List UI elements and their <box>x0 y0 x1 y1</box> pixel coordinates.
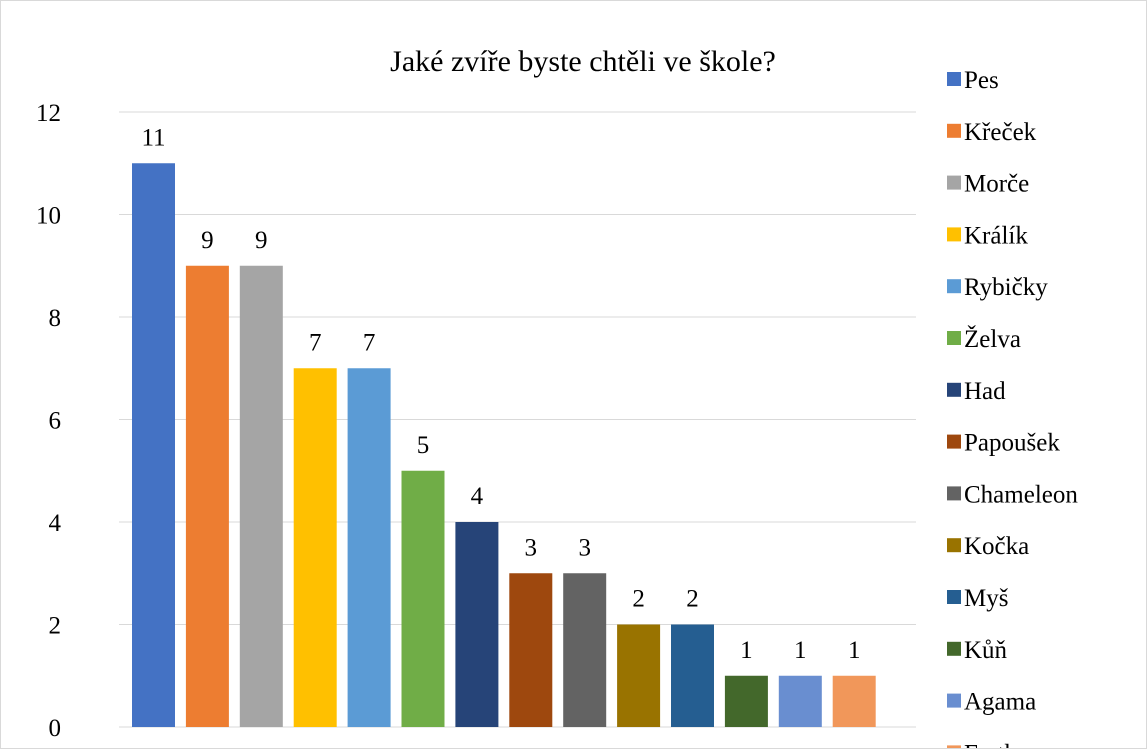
legend-swatch <box>947 538 961 553</box>
data-label: 3 <box>578 534 591 561</box>
legend-swatch <box>947 175 961 190</box>
bar <box>185 265 229 727</box>
y-tick-label: 0 <box>49 715 62 742</box>
legend-label: Králík <box>964 222 1028 249</box>
y-axis-ticks: 0 2 4 6 8 10 12 <box>36 100 62 742</box>
y-tick-label: 8 <box>49 305 62 332</box>
data-label: 5 <box>417 432 430 459</box>
legend-swatch <box>947 693 961 708</box>
bar <box>347 368 391 727</box>
legend-label: Morče <box>964 171 1029 198</box>
bar <box>132 163 175 727</box>
legend-item: Agama <box>947 689 1036 716</box>
legend-item: Želva <box>947 325 1021 353</box>
y-tick-label: 6 <box>49 408 62 435</box>
bar <box>401 470 445 727</box>
legend-swatch <box>947 331 961 345</box>
legend-label: Myš <box>964 585 1009 612</box>
legend-swatch <box>947 279 961 294</box>
legend-item: Pes <box>947 67 999 94</box>
legend-label: Chameleon <box>964 481 1078 508</box>
legend-item: Kočka <box>947 533 1029 560</box>
legend-item: Kůň <box>947 637 1008 664</box>
data-label: 1 <box>740 637 753 664</box>
bar <box>671 624 714 727</box>
legend-label: Křeček <box>964 119 1037 146</box>
bar <box>293 368 337 727</box>
legend-swatch <box>947 382 961 397</box>
data-label: 4 <box>471 483 484 510</box>
legend-swatch <box>947 590 961 604</box>
legend-label: Papoušek <box>964 430 1060 457</box>
bar <box>778 675 822 727</box>
y-tick-label: 10 <box>36 203 61 230</box>
legend-label: Kočka <box>964 533 1029 560</box>
bar <box>724 675 768 727</box>
legend-item: Fretka <box>947 740 1028 753</box>
legend-swatch <box>947 434 961 449</box>
y-tick-label: 4 <box>49 510 62 537</box>
data-label: 7 <box>309 329 322 356</box>
y-tick-label: 12 <box>36 100 61 127</box>
legend-swatch <box>947 123 961 138</box>
legend-label: Želva <box>964 325 1021 353</box>
legend-item: Myš <box>947 585 1009 612</box>
data-label: 9 <box>201 227 214 254</box>
legend-swatch <box>947 641 961 656</box>
data-label: 1 <box>794 637 807 664</box>
legend-swatch <box>947 486 961 501</box>
legend-label: Rybičky <box>964 274 1048 301</box>
bar <box>455 522 499 727</box>
legend-item: Papoušek <box>947 430 1060 457</box>
data-label: 9 <box>255 227 268 254</box>
legend-label: Kůň <box>964 637 1008 664</box>
legend-swatch <box>947 745 961 753</box>
data-label: 1 <box>848 637 861 664</box>
legend-swatch <box>947 227 961 242</box>
chart-title: Jaké zvíře byste chtěli ve škole? <box>390 45 776 78</box>
data-label: 11 <box>141 124 165 151</box>
bar <box>563 573 607 727</box>
bar <box>832 675 876 727</box>
legend-label: Agama <box>964 689 1036 716</box>
legend-label: Had <box>964 378 1006 405</box>
legend-item: Křeček <box>947 119 1037 146</box>
legend-item: Chameleon <box>947 481 1078 508</box>
legend-item: Morče <box>947 171 1029 198</box>
data-label: 2 <box>686 586 699 613</box>
legend-item: Králík <box>947 222 1028 249</box>
bar <box>617 624 661 727</box>
bars <box>132 163 876 727</box>
bar <box>509 573 553 727</box>
legend-label: Fretka <box>964 740 1028 748</box>
bar <box>239 265 283 727</box>
data-label: 3 <box>525 534 538 561</box>
data-label: 7 <box>363 329 376 356</box>
legend: Pes Křeček Morče Králík Rybičky Želva Had Papou… <box>947 67 1078 753</box>
legend-label: Pes <box>964 67 999 94</box>
data-label: 2 <box>632 586 645 613</box>
legend-swatch <box>947 72 961 86</box>
y-tick-label: 2 <box>49 613 62 640</box>
legend-item: Had <box>947 378 1006 405</box>
legend-item: Rybičky <box>947 274 1048 301</box>
